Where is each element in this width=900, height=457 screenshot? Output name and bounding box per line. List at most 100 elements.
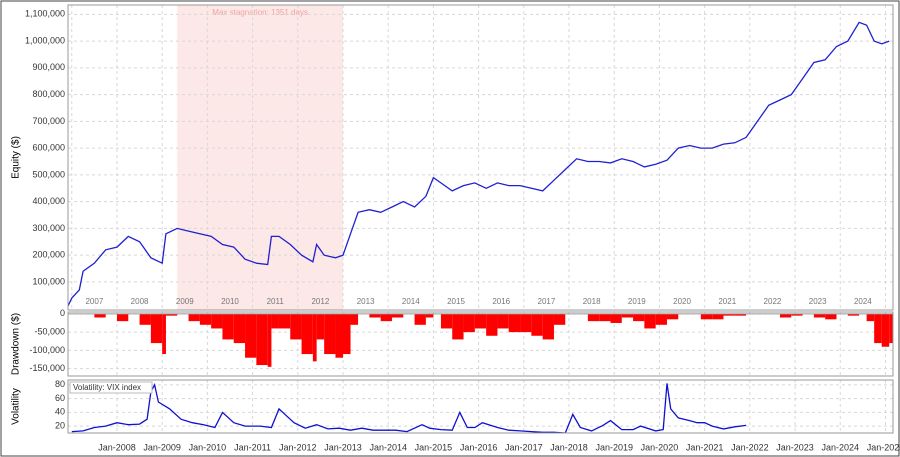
year-label: 2012: [311, 297, 329, 306]
year-label: 2017: [538, 297, 556, 306]
bar: [199, 313, 212, 325]
year-label: 2011: [267, 297, 285, 306]
year-label: 2016: [492, 297, 510, 306]
bar: [881, 313, 890, 347]
plot-border: [67, 311, 894, 377]
bar: [542, 313, 554, 340]
y-tick-label: 100,000: [32, 276, 65, 286]
bar: [94, 313, 106, 318]
x-tick-label: Jan-2023: [776, 442, 814, 452]
bar: [324, 313, 336, 355]
bar: [245, 313, 257, 358]
bar: [452, 313, 464, 340]
year-label: 2021: [718, 297, 736, 306]
y-tick-label: 1,000,000: [25, 35, 65, 45]
stagnation-band: [177, 5, 343, 310]
bar: [474, 313, 487, 329]
x-tick-label: Jan-2022: [731, 442, 769, 452]
bar: [599, 313, 611, 322]
bar: [188, 313, 200, 322]
x-tick-label: Jan-2010: [189, 442, 227, 452]
bar: [290, 313, 302, 340]
bar: [425, 313, 434, 318]
y-tick-label: 20: [55, 420, 65, 430]
legend-entry: Volatility: VIX index: [73, 383, 141, 392]
y-tick-label: 40: [55, 407, 65, 417]
bar: [712, 313, 724, 320]
bar: [633, 313, 645, 322]
bar: [267, 313, 272, 367]
annotation: Max stagnation: 1351 days: [212, 8, 308, 17]
bar: [610, 313, 622, 323]
x-tick-label: Jan-2016: [460, 442, 498, 452]
bar: [414, 313, 426, 325]
x-tick-label: Jan-2018: [550, 442, 588, 452]
x-tick-label: Jan-2020: [641, 442, 679, 452]
y-tick-label: 500,000: [32, 169, 65, 179]
bar: [335, 313, 343, 358]
bar: [211, 313, 223, 329]
bar: [312, 313, 317, 362]
y-tick-label: 0: [60, 308, 65, 318]
bar: [150, 313, 163, 344]
y-tick-label: 200,000: [32, 250, 65, 260]
line: [71, 382, 747, 433]
year-label: 2015: [447, 297, 465, 306]
y-tick-label: 300,000: [32, 223, 65, 233]
bar: [621, 313, 634, 318]
x-tick-label: Jan-2025: [867, 442, 900, 452]
bar: [700, 313, 713, 320]
bar: [874, 313, 882, 344]
legend-box: [69, 381, 153, 394]
bar: [165, 313, 178, 316]
x-tick-label: Jan-2019: [595, 442, 633, 452]
bar: [278, 313, 291, 329]
bar: [233, 313, 246, 344]
bar: [734, 313, 747, 316]
x-tick-label: Jan-2012: [279, 442, 317, 452]
bar: [520, 313, 532, 333]
year-label: 2020: [673, 297, 691, 306]
x-tick-label: Jan-2015: [415, 442, 453, 452]
bar: [723, 313, 735, 316]
year-label: 2018: [583, 297, 601, 306]
y-axis-label: Drawdown ($): [11, 313, 22, 375]
bar: [531, 313, 543, 336]
bar: [847, 313, 860, 316]
bar: [463, 313, 475, 333]
y-tick-label: 800,000: [32, 89, 65, 99]
year-label: 2019: [628, 297, 646, 306]
x-tick-label: Jan-2021: [686, 442, 724, 452]
year-label: 2014: [402, 297, 420, 306]
y-tick-label: 400,000: [32, 196, 65, 206]
bar: [116, 313, 129, 322]
line: [68, 21, 890, 307]
y-tick-label: -150,000: [29, 363, 65, 373]
year-label: 2008: [131, 297, 149, 306]
y-tick-label: 600,000: [32, 143, 65, 153]
y-tick-label: 80: [55, 379, 65, 389]
year-label: 2010: [221, 297, 239, 306]
x-tick-label: Jan-2017: [505, 442, 543, 452]
x-tick-label: Jan-2013: [324, 442, 362, 452]
x-tick-label: Jan-2014: [369, 442, 407, 452]
bar: [666, 313, 679, 320]
bar: [791, 313, 803, 316]
bar: [655, 313, 667, 325]
bar: [162, 313, 166, 355]
x-tick-label: Jan-2009: [143, 442, 181, 452]
bar: [889, 313, 893, 344]
year-label: 2024: [854, 297, 872, 306]
plot-border: [67, 379, 894, 434]
panel: [68, 380, 893, 433]
y-tick-label: 900,000: [32, 62, 65, 72]
bar: [779, 313, 792, 318]
bar: [497, 313, 509, 329]
panel: [68, 312, 893, 376]
y-tick-label: 700,000: [32, 116, 65, 126]
plot-border: [67, 4, 894, 311]
year-label: 2013: [357, 297, 375, 306]
y-tick-label: -50,000: [34, 326, 65, 336]
bar: [866, 313, 875, 322]
